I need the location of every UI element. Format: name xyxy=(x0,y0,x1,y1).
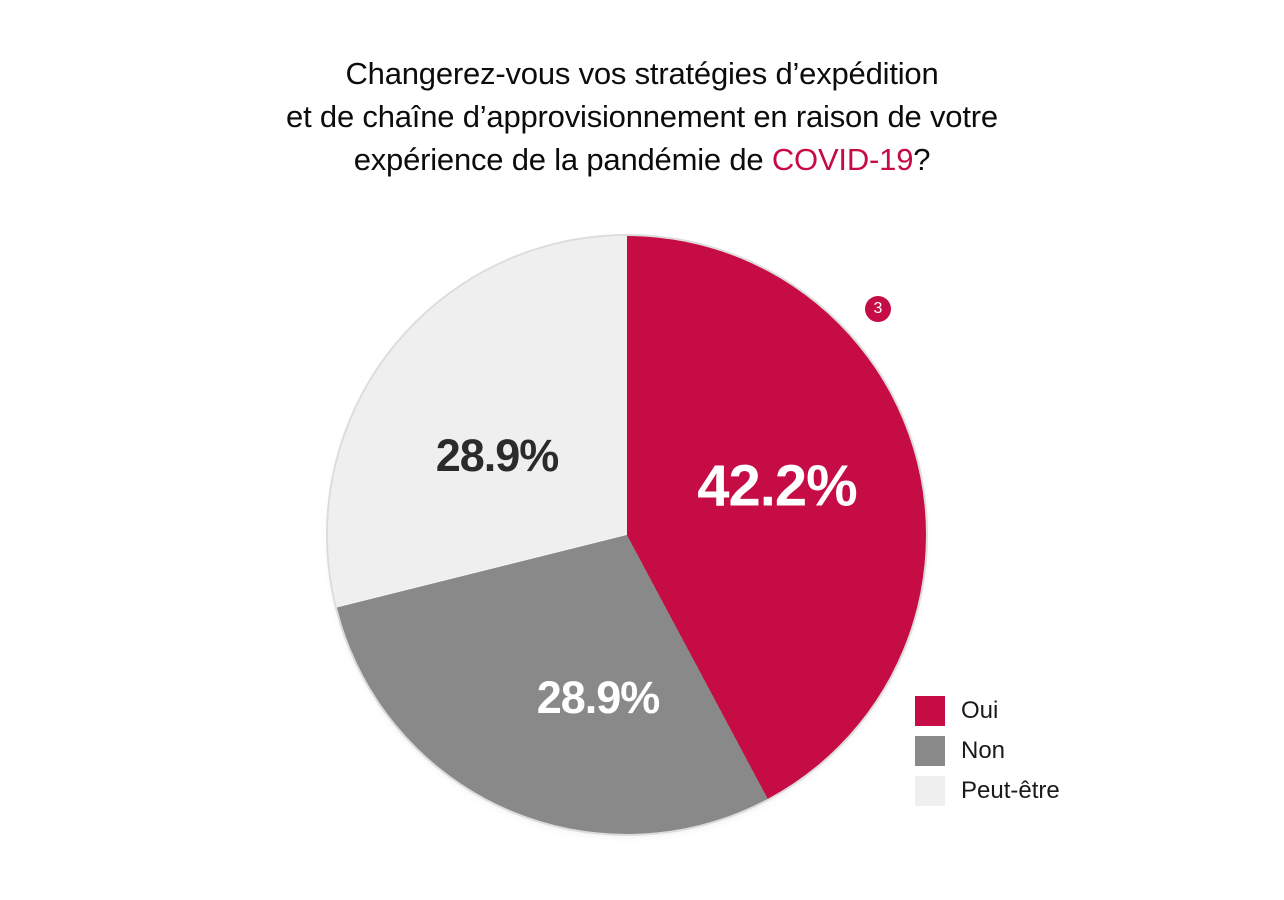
chart-title-line3-suffix: ? xyxy=(913,142,931,177)
legend-label-peutetre: Peut-être xyxy=(961,777,1060,804)
chart-title-line2: et de chaîne d’approvisionnement en rais… xyxy=(286,99,998,134)
legend-swatch-peutetre xyxy=(915,776,945,806)
legend-label-oui: Oui xyxy=(961,697,999,724)
chart-title-line3-text: expérience de la pandémie de xyxy=(353,142,772,177)
pie-circle xyxy=(328,236,926,834)
legend-item-non: Non xyxy=(915,736,1060,766)
slice-label-peutetre: 28.9% xyxy=(435,430,560,481)
slice-label-non: 28.9% xyxy=(536,672,661,723)
legend-item-oui: Oui xyxy=(915,696,1060,726)
legend-item-peutetre: Peut-être xyxy=(915,776,1060,806)
slice-label-oui: 42.2% xyxy=(697,453,857,519)
legend: Oui Non Peut-être xyxy=(915,696,1060,816)
annotation-badge-3: 3 xyxy=(865,296,891,322)
chart-title: Changerez-vous vos stratégies d’expéditi… xyxy=(0,52,1284,181)
pie-chart: 42.2% 28.9% 28.9% xyxy=(328,236,926,834)
chart-title-line1: Changerez-vous vos stratégies d’expéditi… xyxy=(345,56,939,91)
covid19-highlight: COVID-19 xyxy=(771,142,914,177)
chart-title-line3: expérience de la pandémie de COVID-19? xyxy=(0,138,1284,181)
legend-swatch-non xyxy=(915,736,945,766)
legend-label-non: Non xyxy=(961,737,1006,764)
legend-swatch-oui xyxy=(915,696,945,726)
